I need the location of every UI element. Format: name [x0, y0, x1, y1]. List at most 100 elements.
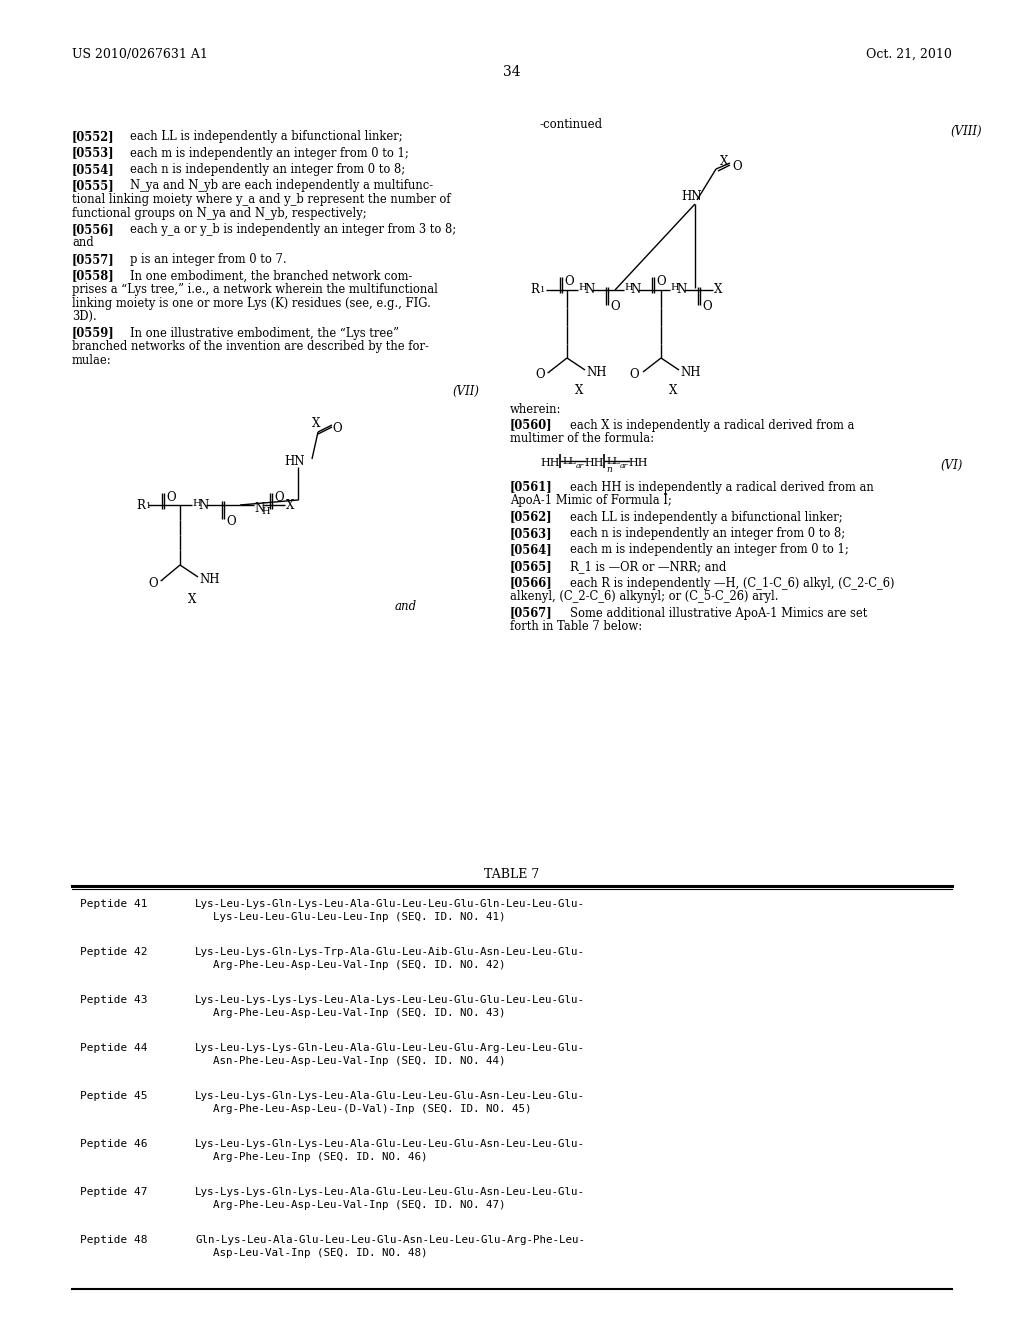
Text: N: N [198, 499, 208, 512]
Text: 3D).: 3D). [72, 310, 96, 323]
Text: HH: HH [584, 458, 603, 469]
Text: N: N [676, 282, 686, 296]
Text: each m is independently an integer from 0 to 1;: each m is independently an integer from … [130, 147, 409, 160]
Text: NH: NH [680, 366, 700, 379]
Text: Arg-Phe-Leu-Asp-Leu-Val-Inp (SEQ. ID. NO. 47): Arg-Phe-Leu-Asp-Leu-Val-Inp (SEQ. ID. NO… [213, 1200, 506, 1210]
Text: ar: ar [620, 462, 628, 470]
Text: X: X [312, 417, 321, 430]
Text: Peptide 48: Peptide 48 [80, 1236, 147, 1245]
Text: Arg-Phe-Leu-Inp (SEQ. ID. NO. 46): Arg-Phe-Leu-Inp (SEQ. ID. NO. 46) [213, 1152, 427, 1162]
Text: 1: 1 [146, 502, 152, 510]
Text: Lys-Leu-Lys-Lys-Gln-Leu-Ala-Glu-Leu-Leu-Glu-Arg-Leu-Leu-Glu-: Lys-Leu-Lys-Lys-Gln-Leu-Ala-Glu-Leu-Leu-… [195, 1043, 585, 1053]
Text: Lys-Leu-Lys-Lys-Lys-Leu-Ala-Lys-Leu-Leu-Glu-Glu-Leu-Leu-Glu-: Lys-Leu-Lys-Lys-Lys-Leu-Ala-Lys-Leu-Leu-… [195, 995, 585, 1005]
Text: LL: LL [562, 458, 575, 466]
Text: [0563]: [0563] [510, 527, 553, 540]
Text: O: O [629, 368, 639, 381]
Text: each HH is independently a radical derived from an: each HH is independently a radical deriv… [570, 480, 873, 494]
Text: Peptide 43: Peptide 43 [80, 995, 147, 1005]
Text: [0555]: [0555] [72, 180, 115, 193]
Text: N: N [254, 502, 264, 515]
Text: and: and [72, 236, 94, 249]
Text: HH: HH [628, 458, 647, 469]
Text: [0554]: [0554] [72, 162, 115, 176]
Text: HN: HN [284, 455, 304, 469]
Text: [0567]: [0567] [510, 606, 553, 619]
Text: X: X [188, 593, 197, 606]
Text: and: and [395, 601, 417, 612]
Text: wherein:: wherein: [510, 403, 561, 416]
Text: each LL is independently a bifunctional linker;: each LL is independently a bifunctional … [130, 129, 402, 143]
Text: (VII): (VII) [452, 385, 479, 399]
Text: N: N [584, 282, 594, 296]
Text: [0558]: [0558] [72, 269, 115, 282]
Text: O: O [702, 300, 712, 313]
Text: [0564]: [0564] [510, 544, 553, 557]
Text: Some additional illustrative ApoA-1 Mimics are set: Some additional illustrative ApoA-1 Mimi… [570, 606, 867, 619]
Text: O: O [535, 368, 545, 381]
Text: HH: HH [540, 458, 559, 469]
Text: Peptide 42: Peptide 42 [80, 946, 147, 957]
Text: n: n [606, 465, 611, 474]
Text: H: H [578, 282, 587, 292]
Text: X: X [575, 384, 584, 397]
Text: ApoA-1 Mimic of Formula I;: ApoA-1 Mimic of Formula I; [510, 494, 672, 507]
Text: R: R [530, 282, 539, 296]
Text: prises a “Lys tree,” i.e., a network wherein the multifunctional: prises a “Lys tree,” i.e., a network whe… [72, 282, 438, 296]
Text: H: H [670, 282, 679, 292]
Text: forth in Table 7 below:: forth in Table 7 below: [510, 620, 642, 634]
Text: N: N [630, 282, 640, 296]
Text: Peptide 41: Peptide 41 [80, 899, 147, 909]
Text: each X is independently a radical derived from a: each X is independently a radical derive… [570, 418, 854, 432]
Text: O: O [148, 577, 158, 590]
Text: (VI): (VI) [940, 458, 963, 471]
Text: X: X [714, 282, 722, 296]
Text: US 2010/0267631 A1: US 2010/0267631 A1 [72, 48, 208, 61]
Text: In one illustrative embodiment, the “Lys tree”: In one illustrative embodiment, the “Lys… [130, 326, 399, 339]
Text: Asn-Phe-Leu-Asp-Leu-Val-Inp (SEQ. ID. NO. 44): Asn-Phe-Leu-Asp-Leu-Val-Inp (SEQ. ID. NO… [213, 1056, 506, 1067]
Text: Oct. 21, 2010: Oct. 21, 2010 [866, 48, 952, 61]
Text: functional groups on N_ya and N_yb, respectively;: functional groups on N_ya and N_yb, resp… [72, 206, 367, 219]
Text: O: O [564, 275, 573, 288]
Text: X: X [286, 499, 294, 512]
Text: each m is independently an integer from 0 to 1;: each m is independently an integer from … [570, 544, 849, 557]
Text: R_1 is —OR or —NRR; and: R_1 is —OR or —NRR; and [570, 560, 726, 573]
Text: H: H [624, 282, 633, 292]
Text: NH: NH [199, 573, 219, 586]
Text: 34: 34 [503, 65, 521, 79]
Text: Lys-Leu-Lys-Gln-Lys-Leu-Ala-Glu-Leu-Leu-Glu-Asn-Leu-Leu-Glu-: Lys-Leu-Lys-Gln-Lys-Leu-Ala-Glu-Leu-Leu-… [195, 1092, 585, 1101]
Text: Lys-Lys-Lys-Gln-Lys-Leu-Ala-Glu-Leu-Leu-Glu-Asn-Leu-Leu-Glu-: Lys-Lys-Lys-Gln-Lys-Leu-Ala-Glu-Leu-Leu-… [195, 1187, 585, 1197]
Text: O: O [332, 422, 342, 436]
Text: Peptide 46: Peptide 46 [80, 1139, 147, 1148]
Text: HN: HN [681, 190, 701, 203]
Text: H: H [261, 507, 269, 516]
Text: alkenyl, (C_2-C_6) alkynyl; or (C_5-C_26) aryl.: alkenyl, (C_2-C_6) alkynyl; or (C_5-C_26… [510, 590, 778, 603]
Text: [0560]: [0560] [510, 418, 553, 432]
Text: [0562]: [0562] [510, 511, 553, 524]
Text: [0566]: [0566] [510, 577, 553, 590]
Text: O: O [226, 515, 236, 528]
Text: [0565]: [0565] [510, 560, 553, 573]
Text: Lys-Leu-Lys-Gln-Lys-Leu-Ala-Glu-Leu-Leu-Glu-Asn-Leu-Leu-Glu-: Lys-Leu-Lys-Gln-Lys-Leu-Ala-Glu-Leu-Leu-… [195, 1139, 585, 1148]
Text: [0553]: [0553] [72, 147, 115, 160]
Text: linking moiety is one or more Lys (K) residues (see, e.g., FIG.: linking moiety is one or more Lys (K) re… [72, 297, 431, 309]
Text: each LL is independently a bifunctional linker;: each LL is independently a bifunctional … [570, 511, 843, 524]
Text: Peptide 45: Peptide 45 [80, 1092, 147, 1101]
Text: [0559]: [0559] [72, 326, 115, 339]
Text: [0561]: [0561] [510, 480, 553, 494]
Text: mulae:: mulae: [72, 354, 112, 367]
Text: [0552]: [0552] [72, 129, 115, 143]
Text: In one embodiment, the branched network com-: In one embodiment, the branched network … [130, 269, 413, 282]
Text: [0556]: [0556] [72, 223, 115, 236]
Text: LL: LL [606, 458, 620, 466]
Text: tional linking moiety where y_a and y_b represent the number of: tional linking moiety where y_a and y_b … [72, 193, 451, 206]
Text: Lys-Leu-Lys-Gln-Lys-Leu-Ala-Glu-Leu-Leu-Glu-Gln-Leu-Leu-Glu-: Lys-Leu-Lys-Gln-Lys-Leu-Ala-Glu-Leu-Leu-… [195, 899, 585, 909]
Text: branched networks of the invention are described by the for-: branched networks of the invention are d… [72, 341, 429, 352]
Text: 1: 1 [540, 286, 546, 294]
Text: X: X [720, 154, 728, 168]
Text: each n is independently an integer from 0 to 8;: each n is independently an integer from … [570, 527, 845, 540]
Text: N_ya and N_yb are each independently a multifunc-: N_ya and N_yb are each independently a m… [130, 180, 433, 193]
Text: Peptide 44: Peptide 44 [80, 1043, 147, 1053]
Text: ar: ar [575, 462, 584, 470]
Text: O: O [274, 491, 284, 504]
Text: p is an integer from 0 to 7.: p is an integer from 0 to 7. [130, 253, 287, 267]
